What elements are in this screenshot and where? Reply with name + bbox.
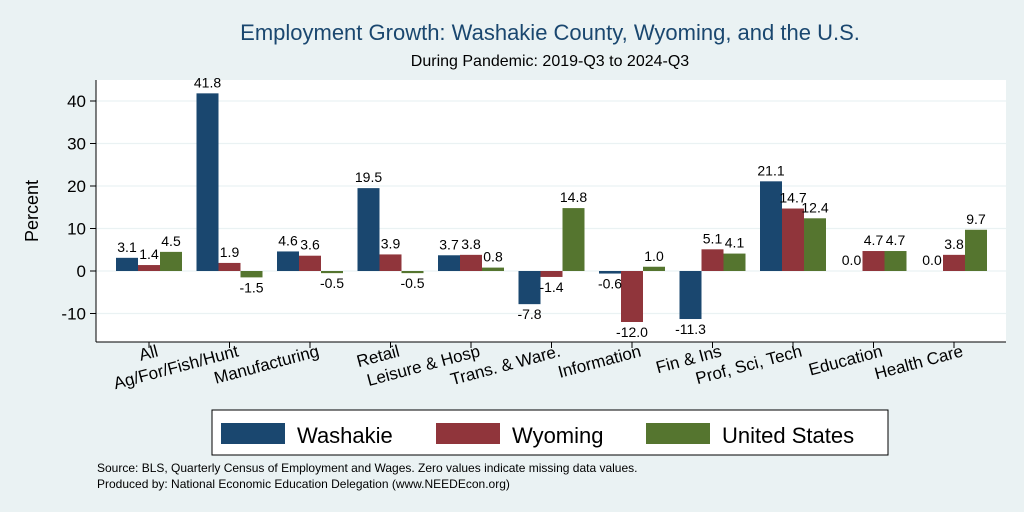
bar-value-label: -12.0	[616, 324, 648, 340]
bar-value-label: 3.9	[381, 235, 401, 251]
bar-united-states-5	[562, 208, 585, 271]
bar-value-label: 3.8	[944, 236, 964, 252]
bar-washakie-2	[277, 251, 299, 271]
bar-united-states-6	[643, 266, 665, 271]
legend-label-united-states: United States	[722, 423, 854, 448]
bar-wyoming-8	[782, 208, 804, 271]
bar-united-states-9	[884, 251, 907, 271]
y-tick-label: 0	[77, 262, 86, 281]
chart-title: Employment Growth: Washakie County, Wyom…	[240, 20, 860, 45]
bar-wyoming-1	[218, 262, 241, 271]
bar-value-label: 41.8	[194, 74, 221, 90]
bar-wyoming-3	[379, 254, 402, 271]
bar-wyoming-7	[701, 249, 724, 271]
bar-washakie-8	[760, 181, 782, 271]
bar-value-label: 19.5	[355, 169, 382, 185]
bar-value-label: 4.7	[886, 232, 906, 248]
legend-swatch-washakie	[221, 423, 285, 444]
bar-value-label: 5.1	[703, 230, 723, 246]
bar-value-label: -0.5	[320, 275, 344, 291]
bar-wyoming-6	[621, 271, 643, 322]
bar-value-label: -0.6	[598, 276, 622, 292]
bar-washakie-3	[357, 188, 380, 271]
bar-united-states-10	[965, 229, 987, 271]
bar-value-label: 1.4	[139, 246, 159, 262]
bar-washakie-6	[599, 271, 621, 274]
legend: Washakie Wyoming United States	[211, 409, 889, 456]
bar-value-label: 4.5	[161, 233, 181, 249]
bar-value-label: 0.8	[483, 249, 503, 265]
bar-value-label: 4.6	[278, 232, 298, 248]
bar-value-label: 4.1	[725, 235, 745, 251]
bar-value-label: -0.5	[400, 275, 424, 291]
bar-washakie-5	[518, 271, 541, 305]
bar-wyoming-10	[943, 254, 965, 271]
bar-wyoming-4	[460, 254, 482, 271]
bar-washakie-1	[196, 93, 219, 271]
source-note: Source: BLS, Quarterly Census of Employm…	[97, 461, 637, 475]
bar-value-label: 12.4	[801, 199, 828, 215]
y-axis: -10 0 10 20 30 40	[61, 80, 97, 342]
bar-wyoming-0	[138, 265, 160, 271]
category-label: All	[137, 342, 160, 365]
bar-united-states-2	[321, 271, 343, 274]
y-tick-label: 20	[67, 177, 86, 196]
y-tick-label: 40	[67, 92, 86, 111]
bar-value-label: -1.4	[539, 279, 563, 295]
bar-washakie-4	[438, 255, 460, 271]
bar-value-label: 0.0	[922, 252, 942, 268]
bar-united-states-8	[804, 218, 826, 271]
bar-labels: 3.1 1.44.5 41.8 1.9 -1.5 4.6 3.6 -0.5 19.5 3.9 -0.…	[117, 74, 986, 340]
bar-united-states-7	[723, 253, 746, 271]
category-label: Education	[807, 342, 885, 380]
bar-value-label: 3.7	[439, 236, 459, 252]
bar-value-label: 1.0	[644, 248, 664, 264]
bar-value-label: -11.3	[675, 321, 706, 337]
bar-value-label: 9.7	[966, 211, 986, 227]
legend-swatch-wyoming	[436, 423, 500, 444]
bar-washakie-0	[116, 257, 138, 271]
bar-value-label: 3.6	[300, 237, 320, 253]
bar-united-states-4	[482, 267, 504, 271]
legend-box	[211, 409, 889, 456]
category-label: Information	[556, 342, 643, 382]
bar-value-label: 14.8	[560, 189, 587, 205]
bar-wyoming-5	[540, 271, 563, 277]
bar-value-label: 1.9	[220, 244, 240, 260]
y-tick-label: -10	[61, 305, 86, 324]
plot-area	[96, 80, 1006, 342]
y-axis-title: Percent	[22, 180, 42, 242]
y-tick-label: 10	[67, 220, 86, 239]
bar-value-label: -1.5	[239, 279, 263, 295]
produced-by-note: Produced by: National Economic Education…	[97, 477, 510, 491]
bar-wyoming-9	[862, 251, 885, 271]
bar-value-label: 21.1	[757, 162, 784, 178]
chart-subtitle: During Pandemic: 2019-Q3 to 2024-Q3	[411, 53, 689, 70]
bar-value-label: 0.0	[842, 252, 862, 268]
bar-washakie-7	[679, 271, 702, 320]
bars	[116, 93, 987, 322]
legend-label-washakie: Washakie	[297, 423, 393, 448]
bar-united-states-1	[240, 271, 263, 278]
bar-value-label: 4.7	[864, 232, 884, 248]
bar-united-states-3	[401, 271, 424, 274]
category-label: Health Care	[872, 342, 965, 384]
bar-value-label: 14.7	[779, 190, 806, 206]
bar-value-label: -7.8	[517, 306, 541, 322]
legend-label-wyoming: Wyoming	[512, 423, 604, 448]
y-tick-label: 30	[67, 135, 86, 154]
bar-wyoming-2	[299, 255, 321, 271]
bar-united-states-0	[160, 251, 182, 271]
bar-value-label: 3.1	[117, 239, 137, 255]
legend-swatch-united-states	[646, 423, 710, 444]
bar-value-label: 3.8	[461, 236, 481, 252]
